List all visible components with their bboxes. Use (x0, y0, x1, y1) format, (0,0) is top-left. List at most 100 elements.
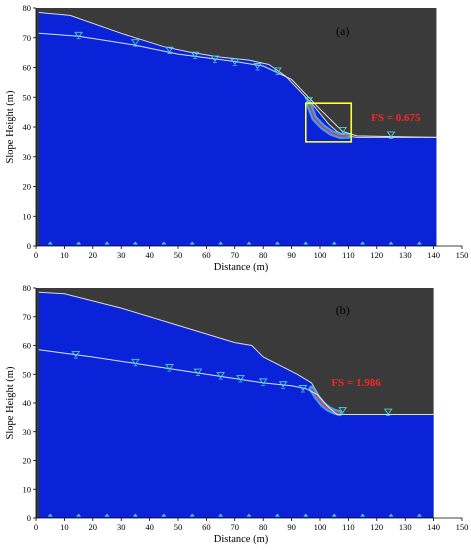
base-boundary-marker (47, 241, 53, 245)
x-tick-label: 60 (202, 522, 211, 532)
base-boundary-marker (274, 513, 280, 517)
water-table-marker (131, 358, 140, 366)
base-boundary-marker (218, 241, 224, 245)
x-tick-label: 0 (34, 250, 38, 260)
y-tick-label: 50 (23, 92, 32, 102)
base-boundary-marker (76, 241, 82, 245)
base-boundary-marker (416, 241, 422, 245)
water-table-line (38, 32, 437, 138)
y-tick-label: 10 (23, 484, 32, 494)
x-tick-label: 80 (259, 522, 268, 532)
x-tick-label: 100 (314, 522, 327, 532)
y-tick-label: 50 (23, 369, 32, 379)
x-tick-label: 110 (342, 250, 354, 260)
y-tick-label: 30 (23, 427, 32, 437)
outside-domain (433, 288, 462, 518)
x-axis-label: Distance (m) (214, 534, 269, 545)
water-table-marker (278, 381, 288, 388)
x-tick-label: 20 (89, 250, 98, 260)
water-table-marker (258, 378, 268, 385)
y-tick-label: 30 (23, 152, 32, 162)
soil-region (38, 12, 437, 246)
base-boundary-marker (189, 241, 195, 245)
x-tick-label: 130 (399, 522, 412, 532)
x-tick-label: 120 (370, 250, 383, 260)
base-boundary-marker (161, 513, 167, 517)
water-table-marker (193, 368, 203, 375)
x-tick-label: 30 (117, 522, 126, 532)
base-boundary-marker (331, 241, 337, 245)
base-boundary-marker (189, 513, 195, 517)
base-boundary-marker (331, 513, 337, 517)
factor-of-safety-label: FS = 1.986 (331, 377, 381, 389)
water-table-marker (383, 408, 393, 415)
base-boundary-marker (303, 241, 309, 245)
highlight-box (304, 102, 353, 143)
x-tick-label: 80 (259, 250, 268, 260)
base-boundary-marker (360, 241, 366, 245)
base-boundary-marker (104, 241, 110, 245)
x-tick-label: 110 (342, 522, 354, 532)
base-boundary-marker (303, 513, 309, 517)
water-table-marker (386, 131, 396, 138)
y-tick-label: 10 (23, 211, 32, 221)
water-table-marker (131, 39, 140, 46)
water-table-marker (253, 63, 262, 70)
panel-b: FS = 1.986(b)0 10 20 30 40 50 60 70 80 90 100 110 12… (5, 283, 468, 545)
base-boundary-marker (416, 513, 422, 517)
base-boundary-marker (104, 513, 110, 517)
x-axis-label: Distance (m) (214, 262, 269, 273)
water-table-marker (165, 46, 174, 53)
water-table-marker (304, 97, 314, 104)
x-tick-label: 70 (231, 522, 240, 532)
x-tick-label: 70 (231, 250, 240, 260)
y-tick-label: 80 (23, 3, 32, 13)
water-table-marker (216, 372, 225, 379)
base-boundary-marker (360, 513, 366, 517)
base-boundary-marker (388, 241, 394, 245)
x-tick-label: 10 (60, 250, 69, 260)
base-boundary-marker (161, 241, 167, 245)
x-tick-label: 60 (202, 250, 211, 260)
x-tick-label: 40 (145, 522, 154, 532)
y-tick-label: 70 (23, 33, 32, 43)
slip-surface-core (310, 388, 341, 414)
x-tick-label: 0 (34, 522, 38, 532)
water-table-marker (230, 58, 240, 65)
x-tick-label: 130 (399, 250, 412, 260)
y-tick-label: 60 (23, 63, 32, 73)
x-tick-label: 100 (314, 250, 327, 260)
soil-region (38, 292, 434, 518)
y-tick-label: 60 (23, 341, 32, 351)
base-boundary-marker (76, 513, 82, 517)
water-table-marker (190, 51, 200, 58)
water-table-marker (165, 364, 174, 371)
water-table-marker (74, 31, 83, 39)
y-tick-label: 70 (23, 312, 32, 322)
outside-domain (436, 8, 462, 246)
y-tick-label: 40 (23, 122, 32, 132)
y-tick-label: 0 (27, 241, 31, 251)
water-table-marker (338, 407, 348, 414)
x-tick-label: 10 (60, 522, 69, 532)
y-tick-label: 0 (27, 513, 31, 523)
x-tick-label: 90 (287, 522, 296, 532)
base-boundary-marker (47, 513, 53, 517)
panel-tag: (a) (336, 24, 349, 38)
x-tick-label: 50 (174, 250, 183, 260)
y-tick-label: 20 (23, 456, 32, 466)
panel-a: FS = 0.675(a)0 10 20 30 40 50 60 70 80 90 100 110 12… (5, 3, 468, 273)
base-boundary-marker (388, 513, 394, 517)
factor-of-safety-label: FS = 0.675 (371, 112, 421, 124)
water-table-marker (298, 385, 308, 392)
x-tick-label: 150 (456, 250, 469, 260)
y-tick-label: 80 (23, 283, 32, 293)
x-tick-label: 120 (370, 522, 383, 532)
water-table-marker (338, 127, 348, 134)
x-tick-label: 20 (89, 522, 98, 532)
water-table-marker (236, 374, 245, 382)
base-boundary-marker (246, 241, 252, 245)
base-boundary-marker (132, 241, 138, 245)
x-tick-label: 40 (145, 250, 154, 260)
